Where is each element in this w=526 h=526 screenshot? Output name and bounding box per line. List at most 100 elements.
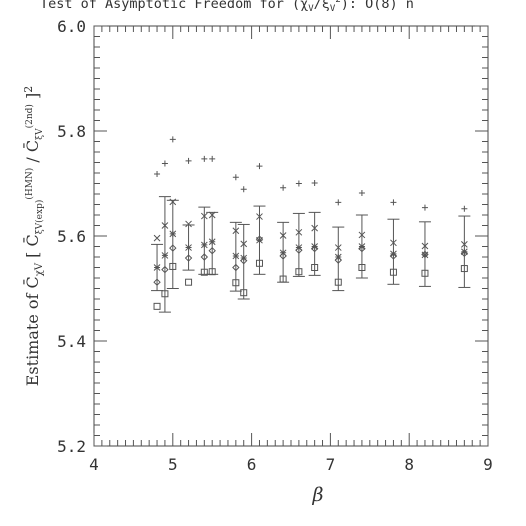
x-tick-label: 9 xyxy=(483,455,493,474)
data-point-diamond xyxy=(334,256,342,264)
data-point-diamond xyxy=(310,244,319,253)
data-point-square xyxy=(240,289,248,297)
y-tick-label: 5.4 xyxy=(57,332,86,351)
x-axis-label: β xyxy=(312,484,324,506)
y-tick-label: 5.2 xyxy=(57,437,86,456)
data-point-cross xyxy=(421,242,429,250)
data-point-star xyxy=(232,252,240,260)
data-point-plus xyxy=(161,160,168,167)
data-point-cross xyxy=(358,231,366,239)
data-point-star xyxy=(161,252,169,259)
data-point-cross xyxy=(232,227,240,235)
data-point-plus xyxy=(154,171,161,178)
axis-tick-labels: 4 5 6 7 8 9 5.2 5.4 5.6 5.8 6.0 xyxy=(57,17,493,474)
data-point-star xyxy=(200,241,208,249)
y-tick-label: 5.6 xyxy=(57,227,86,246)
data-point-square xyxy=(169,262,177,270)
data-point-diamond xyxy=(460,249,469,258)
data-point-cross xyxy=(334,244,342,251)
data-point-diamond xyxy=(295,246,303,254)
data-point-square xyxy=(153,302,161,310)
data-point-cross xyxy=(461,241,468,248)
data-point-plus xyxy=(169,136,176,143)
data-point-cross xyxy=(295,228,303,236)
data-point-diamond xyxy=(184,254,193,262)
data-point-plus xyxy=(358,189,365,196)
data-point-plus xyxy=(311,179,318,186)
data-point-diamond xyxy=(208,246,216,255)
data-point-cross xyxy=(200,212,208,220)
data-point-plus xyxy=(201,155,208,162)
data-point-diamond xyxy=(389,252,398,260)
data-point-star xyxy=(208,238,216,246)
data-point-star xyxy=(358,243,366,250)
data-point-diamond xyxy=(232,263,240,272)
x-tick-label: 5 xyxy=(168,455,178,474)
data-point-star xyxy=(169,230,177,238)
data-point-square xyxy=(295,268,303,276)
chart-title: Test of Asymptotic Freedom for (χV/ξV2):… xyxy=(40,0,414,14)
data-point-plus xyxy=(390,199,397,206)
data-point-star xyxy=(461,248,468,256)
data-point-cross xyxy=(390,239,397,247)
y-axis-label: Estimate of C̄χV [ C̄ξV(exp)(HMN) / C̄ξV… xyxy=(21,86,45,387)
data-point-diamond xyxy=(200,253,209,261)
data-point-plus xyxy=(295,180,302,187)
data-point-plus xyxy=(240,186,247,193)
plot-frame xyxy=(93,25,489,447)
x-tick-label: 4 xyxy=(89,455,99,474)
data-point-cross xyxy=(208,211,216,219)
data-point-cross xyxy=(240,240,248,248)
data-point-square xyxy=(421,269,429,277)
data-point-plus xyxy=(232,174,239,181)
data-point-square xyxy=(185,278,193,286)
data-point-diamond xyxy=(169,244,177,252)
data-point-diamond xyxy=(255,235,264,243)
data-point-star xyxy=(311,243,318,250)
data-point-square xyxy=(460,265,468,273)
x-tick-label: 8 xyxy=(404,455,414,474)
data-markers xyxy=(153,136,469,310)
data-point-diamond xyxy=(421,250,429,259)
data-point-diamond xyxy=(240,256,248,265)
data-point-square xyxy=(358,264,366,271)
data-point-cross xyxy=(169,198,177,206)
x-tick-label: 6 xyxy=(247,455,257,474)
data-point-square xyxy=(208,268,216,276)
data-point-diamond xyxy=(161,265,169,274)
data-point-cross xyxy=(161,222,169,229)
data-point-plus xyxy=(209,155,216,162)
data-point-diamond xyxy=(358,244,366,253)
data-point-cross xyxy=(311,224,318,232)
data-point-square xyxy=(279,275,287,283)
data-point-cross xyxy=(279,232,287,239)
data-point-plus xyxy=(280,184,287,191)
data-point-plus xyxy=(256,163,263,170)
data-point-diamond xyxy=(279,252,287,260)
data-point-star xyxy=(185,244,192,251)
y-tick-label: 5.8 xyxy=(57,122,86,141)
data-point-plus xyxy=(421,204,428,211)
data-point-star xyxy=(153,264,161,271)
x-tick-label: 7 xyxy=(326,455,336,474)
data-point-square xyxy=(311,264,319,271)
data-point-square xyxy=(232,279,240,287)
data-point-plus xyxy=(461,205,468,212)
data-point-square xyxy=(389,268,397,276)
data-point-star xyxy=(390,250,397,258)
data-point-square xyxy=(334,278,342,286)
data-point-diamond xyxy=(153,278,161,286)
data-point-star xyxy=(421,251,429,259)
y-tick-label: 6.0 xyxy=(57,17,86,36)
data-point-plus xyxy=(335,199,342,206)
data-point-square xyxy=(255,259,263,267)
data-point-square xyxy=(200,268,208,276)
data-point-square xyxy=(161,290,169,298)
data-point-cross xyxy=(185,220,192,228)
data-point-star xyxy=(256,236,263,244)
data-point-cross xyxy=(256,213,263,220)
axis-ticks xyxy=(93,25,489,447)
data-point-cross xyxy=(153,234,161,242)
data-point-plus xyxy=(185,157,192,164)
